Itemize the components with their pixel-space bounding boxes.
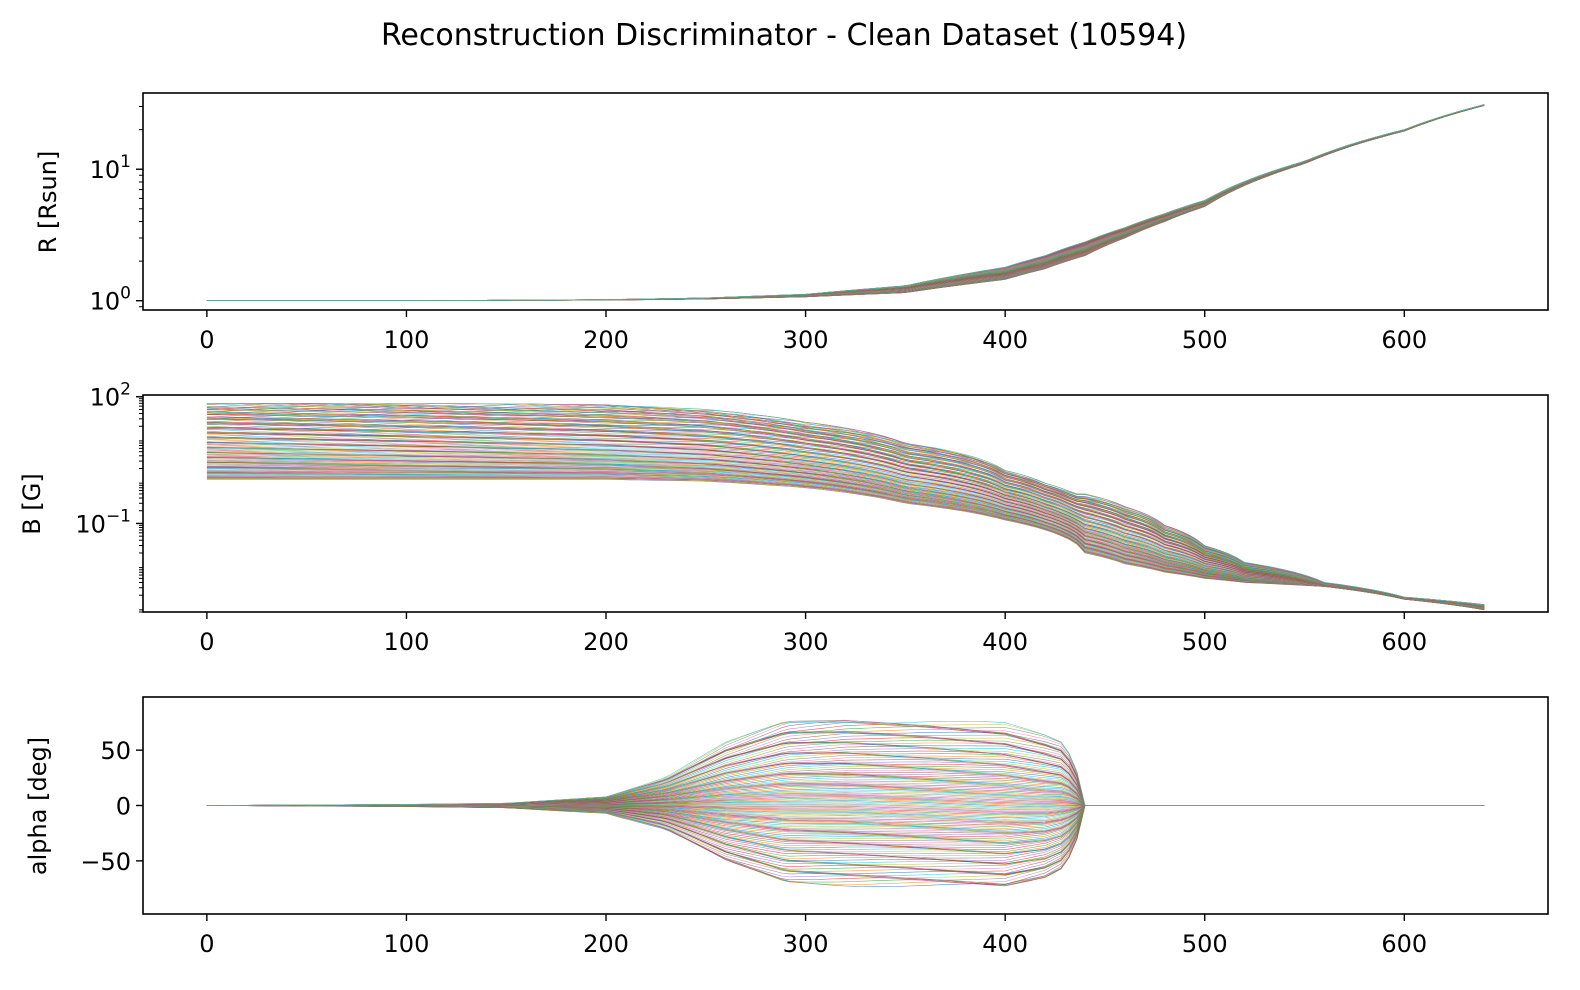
x-tick-label: 400 (982, 628, 1028, 656)
y-tick-label: 100 (90, 284, 131, 316)
y-tick-base: 10 (90, 156, 121, 184)
y-tick-base: 10 (90, 288, 121, 316)
x-tick-label: 500 (1182, 930, 1228, 958)
y-tick-label: 50 (100, 737, 131, 765)
series-line (206, 104, 1485, 301)
series-line (206, 403, 1485, 606)
x-tick-label: 0 (199, 326, 214, 354)
x-tick-label: 300 (783, 628, 829, 656)
x-tick-label: 400 (982, 930, 1028, 958)
x-tick-label: 400 (982, 326, 1028, 354)
series-line (206, 403, 1485, 606)
series-line (206, 406, 1485, 606)
y-tick-base: 10 (75, 510, 106, 538)
y-tick-label: −50 (80, 848, 131, 876)
x-tick-label: 600 (1381, 628, 1427, 656)
series-group (206, 403, 1485, 611)
x-tick-label: 100 (384, 628, 430, 656)
y-tick-label: 0 (116, 793, 131, 821)
ylabel-b: B [G] (18, 473, 46, 534)
series-line (206, 411, 1485, 606)
series-group (206, 104, 1485, 301)
x-tick-label: 500 (1182, 326, 1228, 354)
figure-title: Reconstruction Discriminator - Clean Dat… (381, 18, 1187, 53)
ylabel-r: R [Rsun] (34, 151, 62, 254)
x-tick-label: 200 (583, 628, 629, 656)
x-tick-label: 300 (783, 930, 829, 958)
y-tick-label: 10−1 (75, 506, 131, 538)
y-tick-base: 10 (90, 384, 121, 412)
series-line (206, 721, 1485, 806)
y-tick-label: 102 (90, 380, 131, 412)
x-tick-label: 100 (384, 930, 430, 958)
x-tick-label: 600 (1381, 326, 1427, 354)
y-tick-exponent: 0 (120, 284, 131, 304)
x-tick-label: 200 (583, 930, 629, 958)
series-line (206, 421, 1485, 607)
y-tick-exponent: 1 (120, 152, 131, 172)
y-tick-exponent: 2 (120, 380, 131, 400)
x-tick-label: 200 (583, 326, 629, 354)
series-line (206, 437, 1485, 608)
x-tick-label: 100 (384, 326, 430, 354)
axes-frame (142, 92, 1549, 311)
x-tick-label: 600 (1381, 930, 1427, 958)
x-tick-label: 300 (783, 326, 829, 354)
x-tick-label: 0 (199, 930, 214, 958)
series-line (206, 426, 1485, 607)
series-line (206, 416, 1485, 607)
x-tick-label: 0 (199, 628, 214, 656)
y-tick-exponent: −1 (106, 506, 131, 526)
x-tick-label: 500 (1182, 628, 1228, 656)
series-line (206, 416, 1485, 607)
y-tick-label: 101 (90, 152, 131, 184)
series-line (206, 431, 1485, 608)
series-group (206, 719, 1485, 887)
ylabel-alpha: alpha [deg] (24, 737, 52, 875)
series-line (206, 403, 1485, 605)
